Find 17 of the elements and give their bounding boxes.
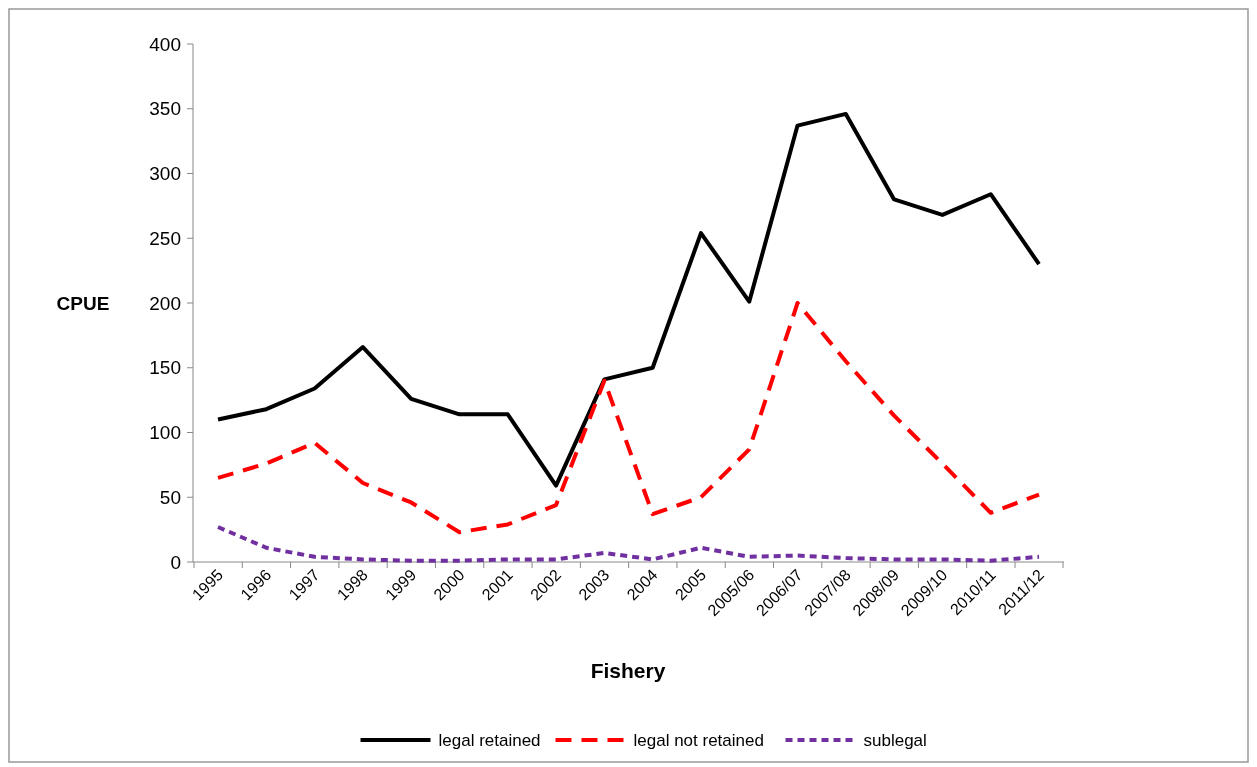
y-axis-title: CPUE [56, 293, 110, 314]
line-series [216, 111, 1041, 488]
y-tick-label: 100 [149, 422, 181, 444]
line-series [216, 525, 1041, 563]
y-tick-label: 0 [170, 551, 181, 573]
y-tick-label: 250 [149, 227, 181, 249]
legend-label: legal not retained [633, 730, 764, 750]
legend-label: sublegal [863, 730, 927, 750]
y-tick-label: 50 [159, 486, 181, 508]
y-tick-label: 300 [149, 163, 181, 185]
y-tick-label: 200 [149, 292, 181, 314]
y-tick-label: 400 [149, 33, 181, 55]
line-series [216, 301, 1041, 535]
legend-label: legal retained [438, 730, 541, 750]
y-tick-label: 350 [149, 98, 181, 120]
x-axis-title: Fishery [590, 659, 666, 682]
y-tick-label: 150 [149, 357, 181, 379]
